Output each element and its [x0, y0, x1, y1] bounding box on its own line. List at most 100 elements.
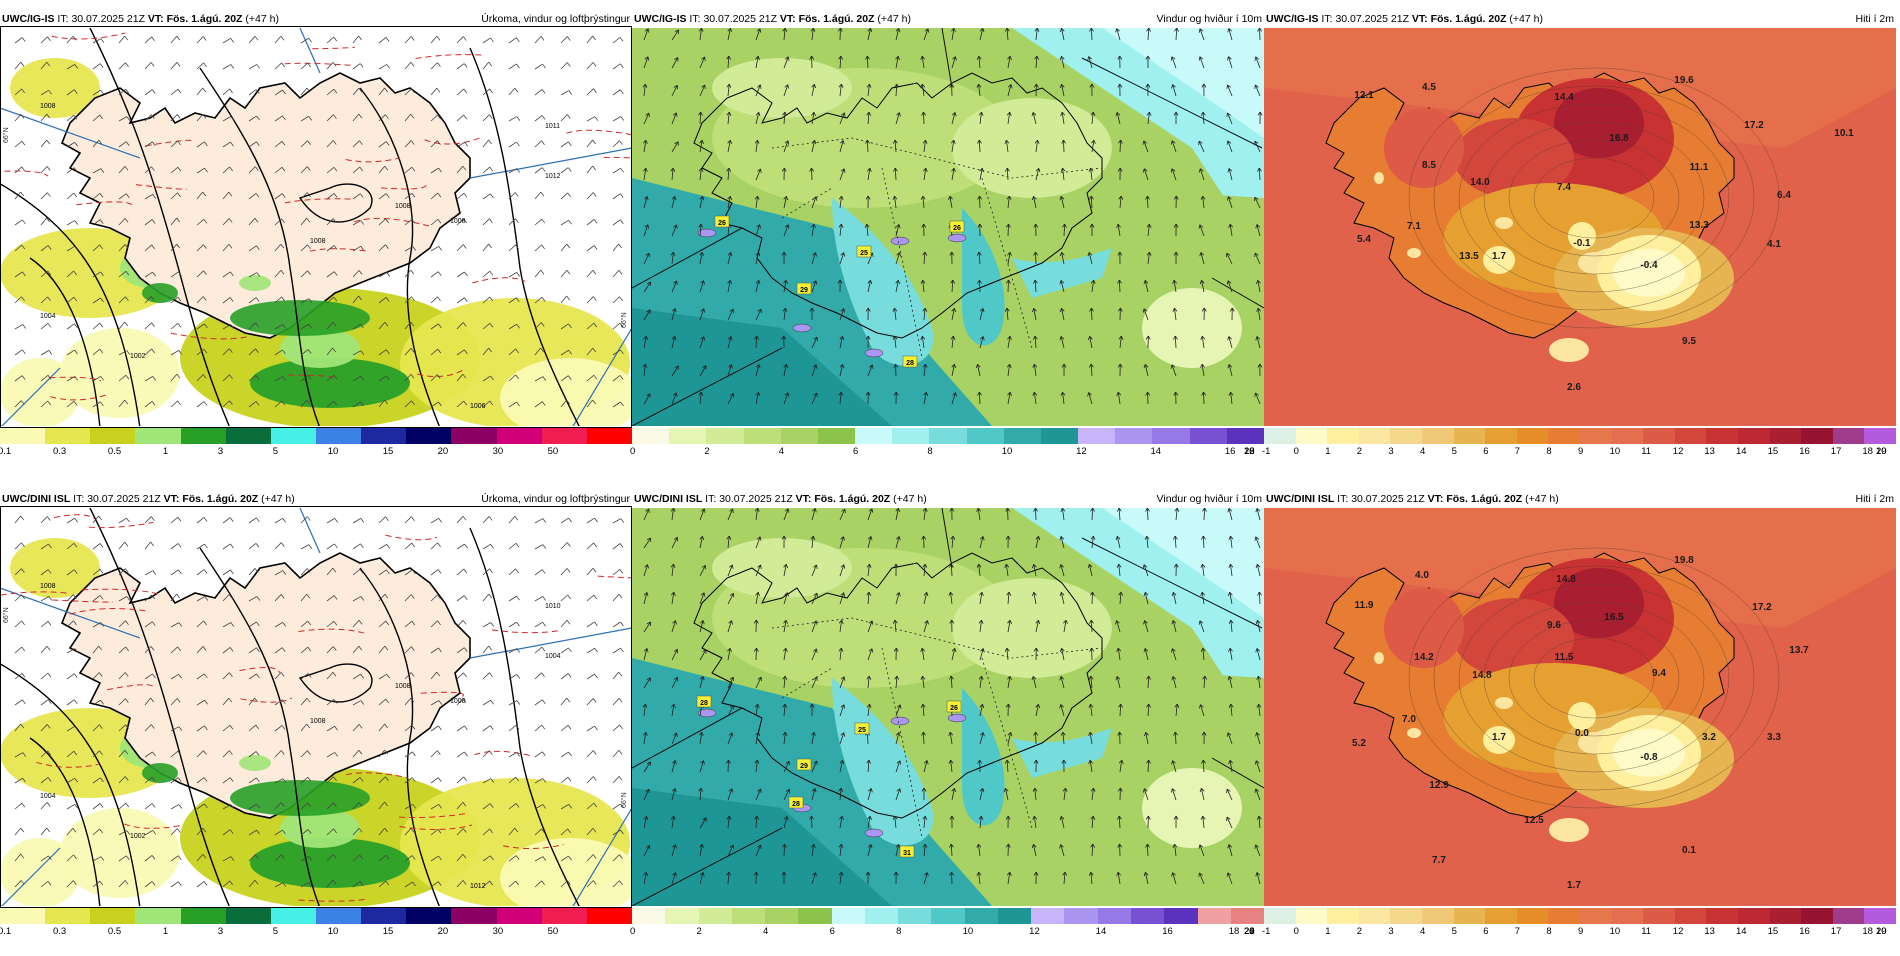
colorbar-swatch	[226, 428, 271, 444]
colorbar-tick-label: 12	[1076, 446, 1087, 457]
colorbar-tick-label: -1	[1262, 926, 1270, 937]
colorbar-swatch	[1390, 908, 1422, 924]
colorbar-swatch	[892, 428, 929, 444]
isobar-label: 1008	[450, 218, 466, 225]
colorbar-swatch	[1706, 908, 1738, 924]
vt-label: VT:	[780, 13, 796, 25]
colorbar-tick-label: 10	[1610, 926, 1621, 937]
temp-label: 9.4	[1652, 668, 1666, 679]
colorbar-swatch	[1198, 908, 1231, 924]
init-time: 30.07.2025 21Z	[703, 13, 777, 25]
colorbar-swatch	[1115, 428, 1152, 444]
temp-label: 11.1	[1690, 162, 1709, 173]
gust-label: 28	[906, 360, 914, 367]
init-time: 30.07.2025 21Z	[719, 493, 793, 505]
model-name: UWC/DINI ISL	[1266, 493, 1334, 505]
temp-label: -0.8	[1640, 752, 1658, 763]
colorbar	[0, 428, 632, 444]
colorbar-swatch	[45, 428, 90, 444]
map-panel-wind: UWC/IG-IS IT: 30.07.2025 21Z VT: Fös. 1.…	[632, 12, 1264, 476]
colorbar	[1264, 908, 1896, 924]
colorbar-swatch	[898, 908, 931, 924]
colorbar-tick-label: 1	[1325, 926, 1330, 937]
temp-label: 2.6	[1567, 382, 1581, 393]
temp-label: 3.2	[1702, 732, 1716, 743]
run-info: UWC/IG-IS IT: 30.07.2025 21Z VT: Fös. 1.…	[2, 12, 279, 26]
valid-time: Fös. 1.ágú. 20Z	[182, 493, 258, 505]
colorbar-swatch	[1485, 428, 1517, 444]
colorbar-tick-label: 16	[1799, 446, 1810, 457]
colorbar-tick-label: 5	[1452, 446, 1457, 457]
colorbar-tick-label: 20	[438, 446, 449, 457]
gust-label: 26	[950, 705, 958, 712]
temp-label: 5.4	[1357, 234, 1371, 245]
temp-label: 9.5	[1682, 336, 1696, 347]
colorbar-tick-label: 0	[630, 446, 635, 457]
colorbar-swatch	[1422, 908, 1454, 924]
temp-label: 19.6	[1674, 75, 1694, 86]
colorbar-swatch	[1517, 428, 1549, 444]
colorbar-swatch	[316, 428, 361, 444]
gust-label: 28	[700, 700, 708, 707]
colorbar-tick-label: 0.1	[0, 446, 11, 457]
vt-label: VT:	[1412, 13, 1428, 25]
colorbar-tick-label: 18	[1862, 446, 1873, 457]
colorbar-swatch	[931, 908, 964, 924]
isobar-label: 1002	[130, 353, 146, 360]
colorbar-tick-label: 15	[383, 926, 394, 937]
init-time: 30.07.2025 21Z	[1351, 493, 1425, 505]
colorbar-swatch	[45, 908, 90, 924]
panel-header: UWC/IG-IS IT: 30.07.2025 21Z VT: Fös. 1.…	[1264, 12, 1896, 26]
temp-label: 14.2	[1414, 652, 1434, 663]
valid-time: Fös. 1.ágú. 20Z	[814, 493, 890, 505]
run-info: UWC/DINI ISL IT: 30.07.2025 21Z VT: Fös.…	[2, 492, 295, 506]
colorbar-tick-label: 7	[1515, 926, 1520, 937]
temp-label: 7.7	[1432, 855, 1446, 866]
precip-area	[60, 328, 180, 418]
colorbar-swatch	[1833, 428, 1865, 444]
colorbar-swatch	[1485, 908, 1517, 924]
colorbar-swatch	[1454, 428, 1486, 444]
isobar-label: 1008	[395, 203, 411, 210]
colorbar-swatch	[0, 428, 45, 444]
vt-label: VT:	[796, 493, 812, 505]
gust-label: 26	[718, 220, 726, 227]
colorbar-tick-label: 22	[1244, 446, 1255, 457]
panel-title: Hiti í 2m	[1855, 12, 1894, 26]
temp-label: 4.5	[1422, 82, 1436, 93]
colorbar-tick-label: 8	[1546, 446, 1551, 457]
isobar-label: 1008	[310, 718, 326, 725]
vt-label: VT:	[148, 13, 164, 25]
gust-label: 25	[858, 727, 866, 734]
colorbar-swatch	[1706, 428, 1738, 444]
colorbar-swatch	[406, 428, 451, 444]
init-time: 30.07.2025 21Z	[87, 493, 161, 505]
temp-label: 7.1	[1407, 221, 1421, 232]
colorbar-swatch	[1190, 428, 1227, 444]
colorbar-swatch	[1064, 908, 1097, 924]
colorbar-tick-label: 2	[1357, 446, 1362, 457]
colorbar-tick-label: 0	[630, 926, 635, 937]
colorbar-tick-label: 5	[1452, 926, 1457, 937]
colorbar-tick-label: 14	[1736, 446, 1747, 457]
colorbar-swatch	[181, 908, 226, 924]
colorbar-tick-label: 0	[1294, 926, 1299, 937]
colorbar-tick-label: 15	[1768, 446, 1779, 457]
temp-label: 1.7	[1492, 251, 1506, 262]
temp-label: 11.9	[1355, 600, 1374, 611]
colorbar-tick-label: 20	[438, 926, 449, 937]
temp-label: 12.1	[1354, 90, 1374, 101]
colorbar-swatch	[1738, 428, 1770, 444]
isobar-label: 1010	[545, 603, 561, 610]
panel-title: Vindur og hviður í 10m	[1157, 492, 1262, 506]
colorbar-tick-label: 5	[273, 926, 278, 937]
it-label: IT:	[1321, 13, 1332, 25]
panel-title: Úrkoma, vindur og loftþrýstingur	[481, 12, 630, 26]
latitude-label: 66°N	[620, 792, 628, 808]
